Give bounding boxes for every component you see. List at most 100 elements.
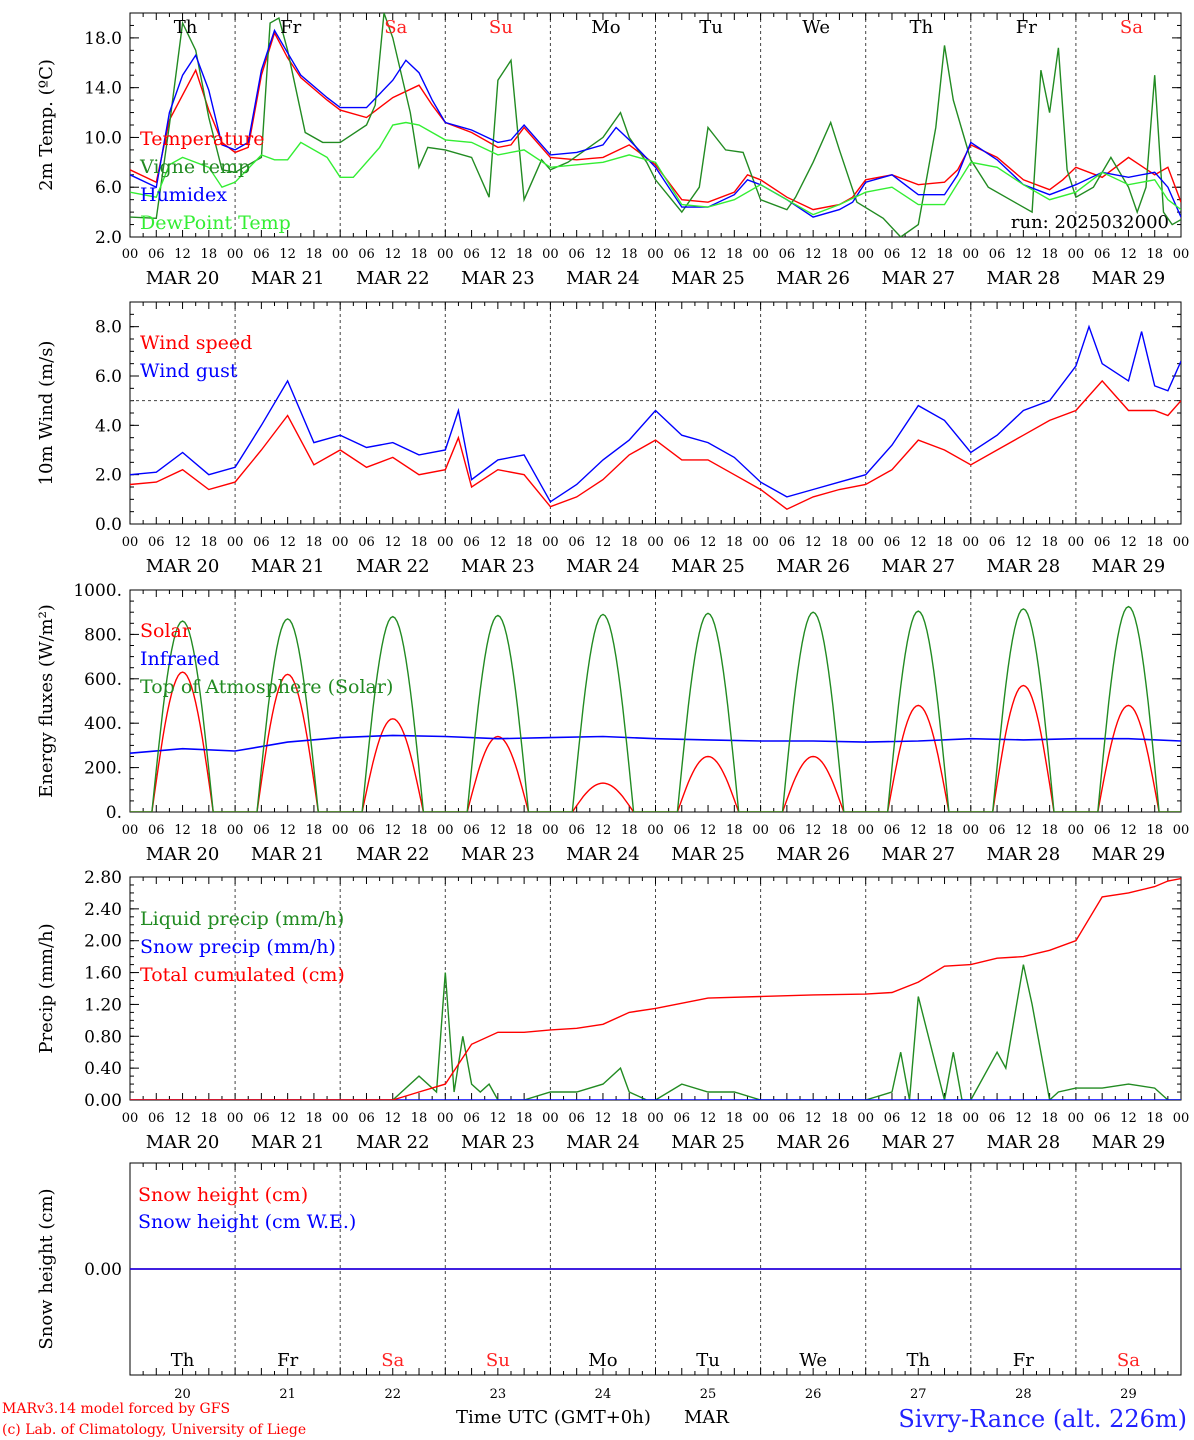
day-name-label: Fr bbox=[277, 1350, 298, 1371]
hour-label: 12 bbox=[595, 535, 612, 550]
hour-label: 18 bbox=[516, 247, 533, 262]
y-tick-label: 1.60 bbox=[84, 964, 122, 984]
hour-label: 00 bbox=[1173, 1111, 1190, 1126]
y-axis-label: 10m Wind (m/s) bbox=[36, 341, 57, 486]
hour-label: 00 bbox=[122, 247, 139, 262]
y-tick-label: 6.0 bbox=[95, 367, 122, 387]
hour-label: 12 bbox=[1120, 247, 1137, 262]
hour-label: 06 bbox=[358, 535, 375, 550]
date-label: MAR 28 bbox=[987, 844, 1061, 865]
day-number-label: 24 bbox=[595, 1387, 612, 1402]
day-name-label: Fr bbox=[1016, 17, 1037, 38]
hour-label: 18 bbox=[201, 823, 218, 838]
day-name-label: Su bbox=[489, 17, 513, 38]
hour-label: 12 bbox=[279, 823, 296, 838]
hour-label: 18 bbox=[1146, 823, 1163, 838]
legend-entry: Snow height (cm) bbox=[138, 1184, 308, 1206]
credit-line-2: (c) Lab. of Climatology, University of L… bbox=[2, 1422, 306, 1438]
day-name-label: Sa bbox=[1117, 1350, 1140, 1371]
date-label: MAR 22 bbox=[356, 556, 430, 577]
hour-label: 18 bbox=[411, 535, 428, 550]
hour-label: 12 bbox=[1015, 823, 1032, 838]
legend-entry: Humidex bbox=[140, 184, 227, 206]
day-name-label: Su bbox=[486, 1350, 510, 1371]
hour-label: 00 bbox=[1068, 535, 1085, 550]
date-label: MAR 21 bbox=[251, 556, 325, 577]
day-name-label: Sa bbox=[384, 17, 407, 38]
day-number-label: 25 bbox=[700, 1387, 717, 1402]
hour-label: 18 bbox=[201, 247, 218, 262]
y-tick-label: 200. bbox=[84, 759, 122, 779]
hour-label: 06 bbox=[148, 247, 165, 262]
hour-label: 12 bbox=[595, 247, 612, 262]
day-name-label: Fr bbox=[280, 17, 301, 38]
hour-label: 06 bbox=[884, 823, 901, 838]
hour-label: 00 bbox=[227, 535, 244, 550]
hour-label: 06 bbox=[253, 247, 270, 262]
day-name-label: We bbox=[802, 17, 830, 38]
hour-label: 00 bbox=[963, 247, 980, 262]
hour-label: 06 bbox=[884, 1111, 901, 1126]
hour-label: 00 bbox=[857, 1111, 874, 1126]
hour-label: 00 bbox=[437, 823, 454, 838]
date-label: MAR 24 bbox=[566, 1132, 640, 1153]
date-label: MAR 28 bbox=[987, 556, 1061, 577]
legend-entry: Vigne temp bbox=[139, 156, 250, 178]
hour-label: 06 bbox=[1094, 247, 1111, 262]
hour-label: 00 bbox=[1068, 247, 1085, 262]
date-label: MAR 20 bbox=[146, 556, 220, 577]
hour-label: 18 bbox=[621, 535, 638, 550]
hour-label: 00 bbox=[752, 1111, 769, 1126]
hour-label: 00 bbox=[332, 535, 349, 550]
hour-label: 12 bbox=[1120, 535, 1137, 550]
x-axis-label: Time UTC (GMT+0h) bbox=[456, 1407, 651, 1428]
hour-label: 18 bbox=[1041, 247, 1058, 262]
day-number-label: 23 bbox=[490, 1387, 507, 1402]
date-label: MAR 22 bbox=[356, 844, 430, 865]
hour-label: 06 bbox=[358, 1111, 375, 1126]
hour-label: 18 bbox=[1041, 1111, 1058, 1126]
series-line-humidex bbox=[130, 28, 1181, 218]
hour-label: 18 bbox=[201, 535, 218, 550]
hour-label: 18 bbox=[726, 535, 743, 550]
legend-entry: Snow height (cm W.E.) bbox=[138, 1211, 356, 1233]
date-label: MAR 27 bbox=[881, 1132, 955, 1153]
hour-label: 00 bbox=[1068, 823, 1085, 838]
hour-label: 12 bbox=[700, 247, 717, 262]
legend-entry: Temperature bbox=[140, 128, 264, 150]
panel-5: 0.00 Snow height (cm) Snow height (cm) Snow… bbox=[36, 1162, 1182, 1376]
y-tick-label: 0.00 bbox=[84, 1260, 122, 1280]
hour-label: 06 bbox=[568, 535, 585, 550]
hour-label: 18 bbox=[726, 1111, 743, 1126]
panel-4: 0.00 0.40 0.80 1.20 1.60 2.00 2.40 2.80 Precip (… bbox=[36, 868, 1189, 1153]
day-name-label: Tu bbox=[699, 17, 723, 38]
hour-label: 06 bbox=[779, 247, 796, 262]
series-line-dewpoint-temp bbox=[130, 121, 1181, 216]
hour-label: 06 bbox=[779, 1111, 796, 1126]
hour-label: 00 bbox=[752, 535, 769, 550]
legend-entry: Liquid precip (mm/h) bbox=[140, 908, 344, 930]
hour-label: 00 bbox=[437, 1111, 454, 1126]
hour-label: 12 bbox=[910, 535, 927, 550]
series-line-liquid-precip-mm-h bbox=[130, 964, 1181, 1100]
hour-label: 06 bbox=[884, 247, 901, 262]
hour-label: 12 bbox=[279, 247, 296, 262]
hour-label: 18 bbox=[306, 247, 323, 262]
date-label: MAR 21 bbox=[251, 844, 325, 865]
hour-label: 06 bbox=[989, 247, 1006, 262]
date-label: MAR 29 bbox=[1092, 1132, 1166, 1153]
day-name-label: Mo bbox=[591, 17, 620, 38]
y-tick-label: 2.0 bbox=[95, 228, 122, 248]
hour-label: 06 bbox=[674, 535, 691, 550]
date-label: MAR 21 bbox=[251, 1132, 325, 1153]
hour-label: 06 bbox=[674, 823, 691, 838]
day-name-label: Sa bbox=[381, 1350, 404, 1371]
series-line-solar bbox=[130, 671, 1181, 812]
legend-entry: Top of Atmosphere (Solar) bbox=[140, 676, 393, 698]
hour-label: 12 bbox=[490, 247, 507, 262]
series-line-total-cumulated-cm bbox=[130, 877, 1181, 1100]
date-label: MAR 23 bbox=[461, 268, 535, 289]
hour-label: 12 bbox=[700, 535, 717, 550]
hour-label: 06 bbox=[463, 247, 480, 262]
hour-label: 18 bbox=[936, 1111, 953, 1126]
